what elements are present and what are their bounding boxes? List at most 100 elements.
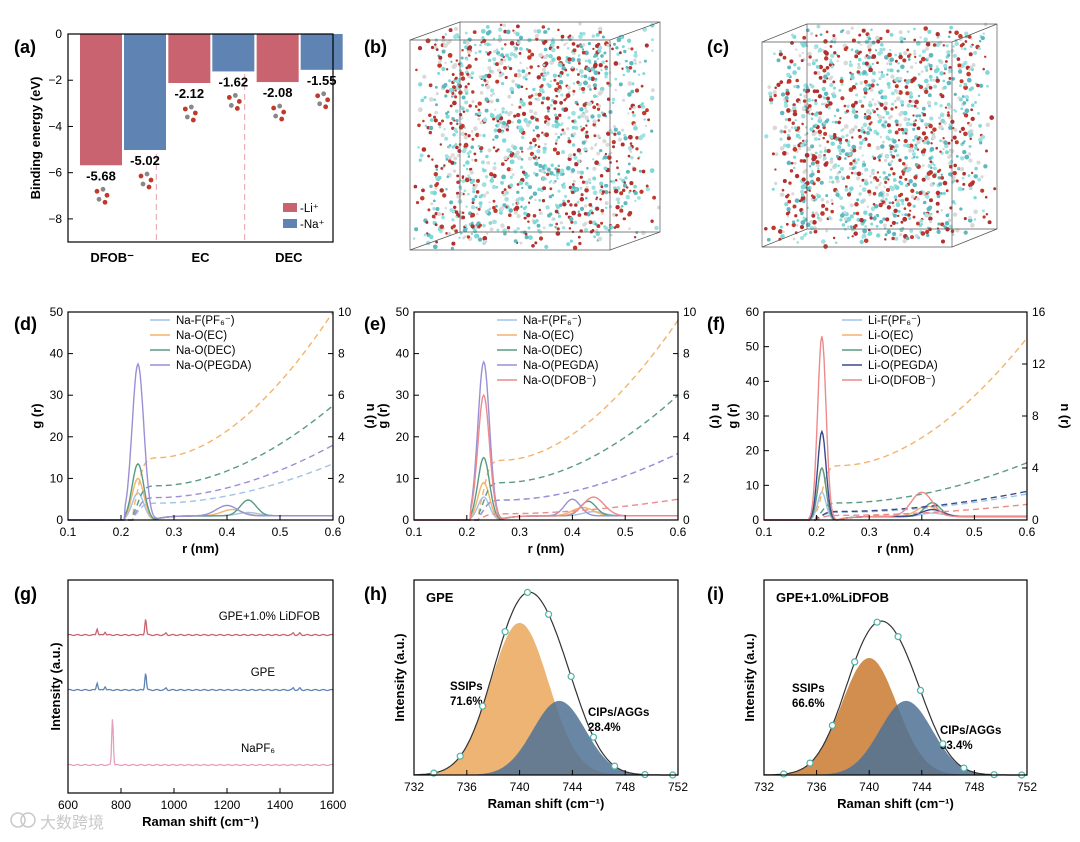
atom (948, 30, 952, 34)
atom (633, 123, 637, 127)
atom (877, 100, 880, 103)
box-edge (609, 21, 661, 41)
atom (868, 34, 871, 37)
atom (517, 196, 522, 201)
y-right-tick-label: 4 (338, 430, 345, 444)
atom (460, 131, 465, 137)
atom (812, 219, 817, 225)
atom (452, 79, 457, 83)
atom (952, 212, 958, 217)
atom (936, 227, 940, 230)
atom (964, 108, 970, 114)
atom (879, 102, 884, 107)
atom (823, 149, 828, 153)
atom (454, 142, 458, 146)
atom (967, 35, 972, 39)
atom (970, 222, 975, 228)
atom (928, 52, 934, 58)
atom (434, 212, 438, 216)
atom (630, 156, 634, 160)
atom (649, 168, 655, 173)
atom (560, 34, 565, 39)
atom (860, 104, 865, 108)
atom (415, 201, 420, 205)
atom (874, 185, 879, 190)
atom (271, 105, 277, 111)
atom (470, 71, 475, 75)
x-tick-label: 752 (668, 780, 688, 794)
atom (552, 100, 558, 105)
atom (498, 60, 504, 66)
atom (571, 210, 577, 216)
atom (943, 67, 948, 71)
atom (967, 174, 971, 177)
atom (849, 60, 852, 63)
atom (413, 184, 418, 189)
atom (943, 140, 948, 145)
y-right-tick-label: 10 (683, 305, 697, 319)
atom (798, 147, 802, 150)
atom (800, 236, 804, 240)
atom (863, 238, 869, 243)
atom (896, 222, 899, 225)
atom (643, 118, 646, 121)
atom (464, 100, 469, 105)
atom (597, 236, 603, 242)
atom (793, 109, 797, 113)
atom (448, 28, 453, 33)
atom (945, 213, 950, 218)
atom (851, 84, 857, 90)
atom (645, 108, 649, 113)
atom (551, 123, 556, 128)
atom (847, 236, 850, 239)
atom (814, 211, 819, 216)
atom (979, 83, 984, 88)
atom (937, 116, 942, 120)
atom (501, 110, 505, 114)
atom (801, 114, 806, 119)
atom (942, 79, 946, 83)
atom (464, 91, 469, 95)
atom (932, 127, 937, 132)
data-point-marker (610, 762, 619, 770)
atom (986, 84, 989, 88)
atom (813, 136, 818, 142)
atom (846, 192, 852, 197)
atom (549, 103, 553, 107)
atom (926, 138, 930, 142)
atom (790, 41, 794, 45)
atom (445, 114, 450, 119)
atom (925, 214, 929, 217)
atom (924, 175, 929, 179)
atom (449, 121, 453, 125)
atom (891, 220, 896, 225)
atom (798, 100, 802, 104)
atom (584, 189, 588, 192)
atom (627, 112, 630, 115)
atom (512, 45, 516, 49)
atom (946, 50, 951, 55)
atom (931, 134, 936, 140)
atom (650, 219, 654, 223)
atom (583, 211, 588, 216)
atom (473, 152, 477, 156)
atom (891, 236, 895, 241)
atom (638, 169, 642, 173)
atom (886, 123, 891, 128)
atom (618, 82, 623, 87)
bar (124, 34, 166, 151)
atom (769, 95, 773, 99)
atom (957, 167, 960, 170)
atom (898, 30, 903, 35)
atom (923, 141, 927, 145)
atom (602, 139, 607, 144)
atom (898, 175, 903, 180)
atom (929, 116, 934, 121)
atom (629, 181, 634, 186)
atom (864, 225, 868, 228)
atom (818, 64, 823, 70)
atom (783, 143, 787, 148)
atom (420, 195, 425, 201)
atom (879, 89, 884, 93)
atom (895, 90, 900, 95)
